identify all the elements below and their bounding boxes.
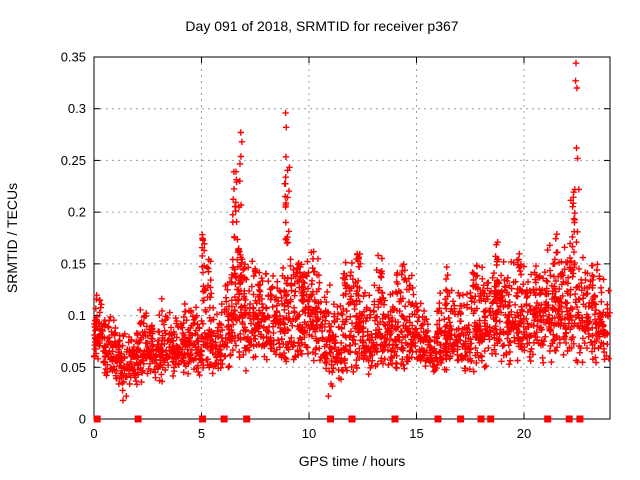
x-tick-label: 5: [198, 426, 205, 441]
y-tick-label: 0.15: [61, 256, 86, 271]
x-tick-labels: 0 5 10 15 20: [90, 426, 531, 441]
x-axis-label: GPS time / hours: [299, 453, 406, 469]
chart-title: Day 091 of 2018, SRMTID for receiver p36…: [185, 18, 458, 34]
x-tick-label: 0: [90, 426, 97, 441]
scatter-points: [91, 60, 613, 404]
y-axis-label: SRMTID / TECUs: [4, 183, 20, 293]
y-tick-label: 0.2: [68, 205, 86, 220]
y-tick-label: 0: [79, 412, 86, 427]
y-tick-label: 0.05: [61, 360, 86, 375]
y-tick-label: 0.25: [61, 153, 86, 168]
x-tick-label: 15: [409, 426, 423, 441]
x-tick-label: 20: [517, 426, 531, 441]
baseline-markers: [93, 415, 584, 423]
y-tick-label: 0.35: [61, 50, 86, 65]
y-tick-label: 0.3: [68, 101, 86, 116]
y-tick-labels: 0 0.05 0.1 0.15 0.2 0.25 0.3 0.35: [61, 50, 86, 427]
y-tick-label: 0.1: [68, 308, 86, 323]
x-tick-label: 10: [302, 426, 316, 441]
